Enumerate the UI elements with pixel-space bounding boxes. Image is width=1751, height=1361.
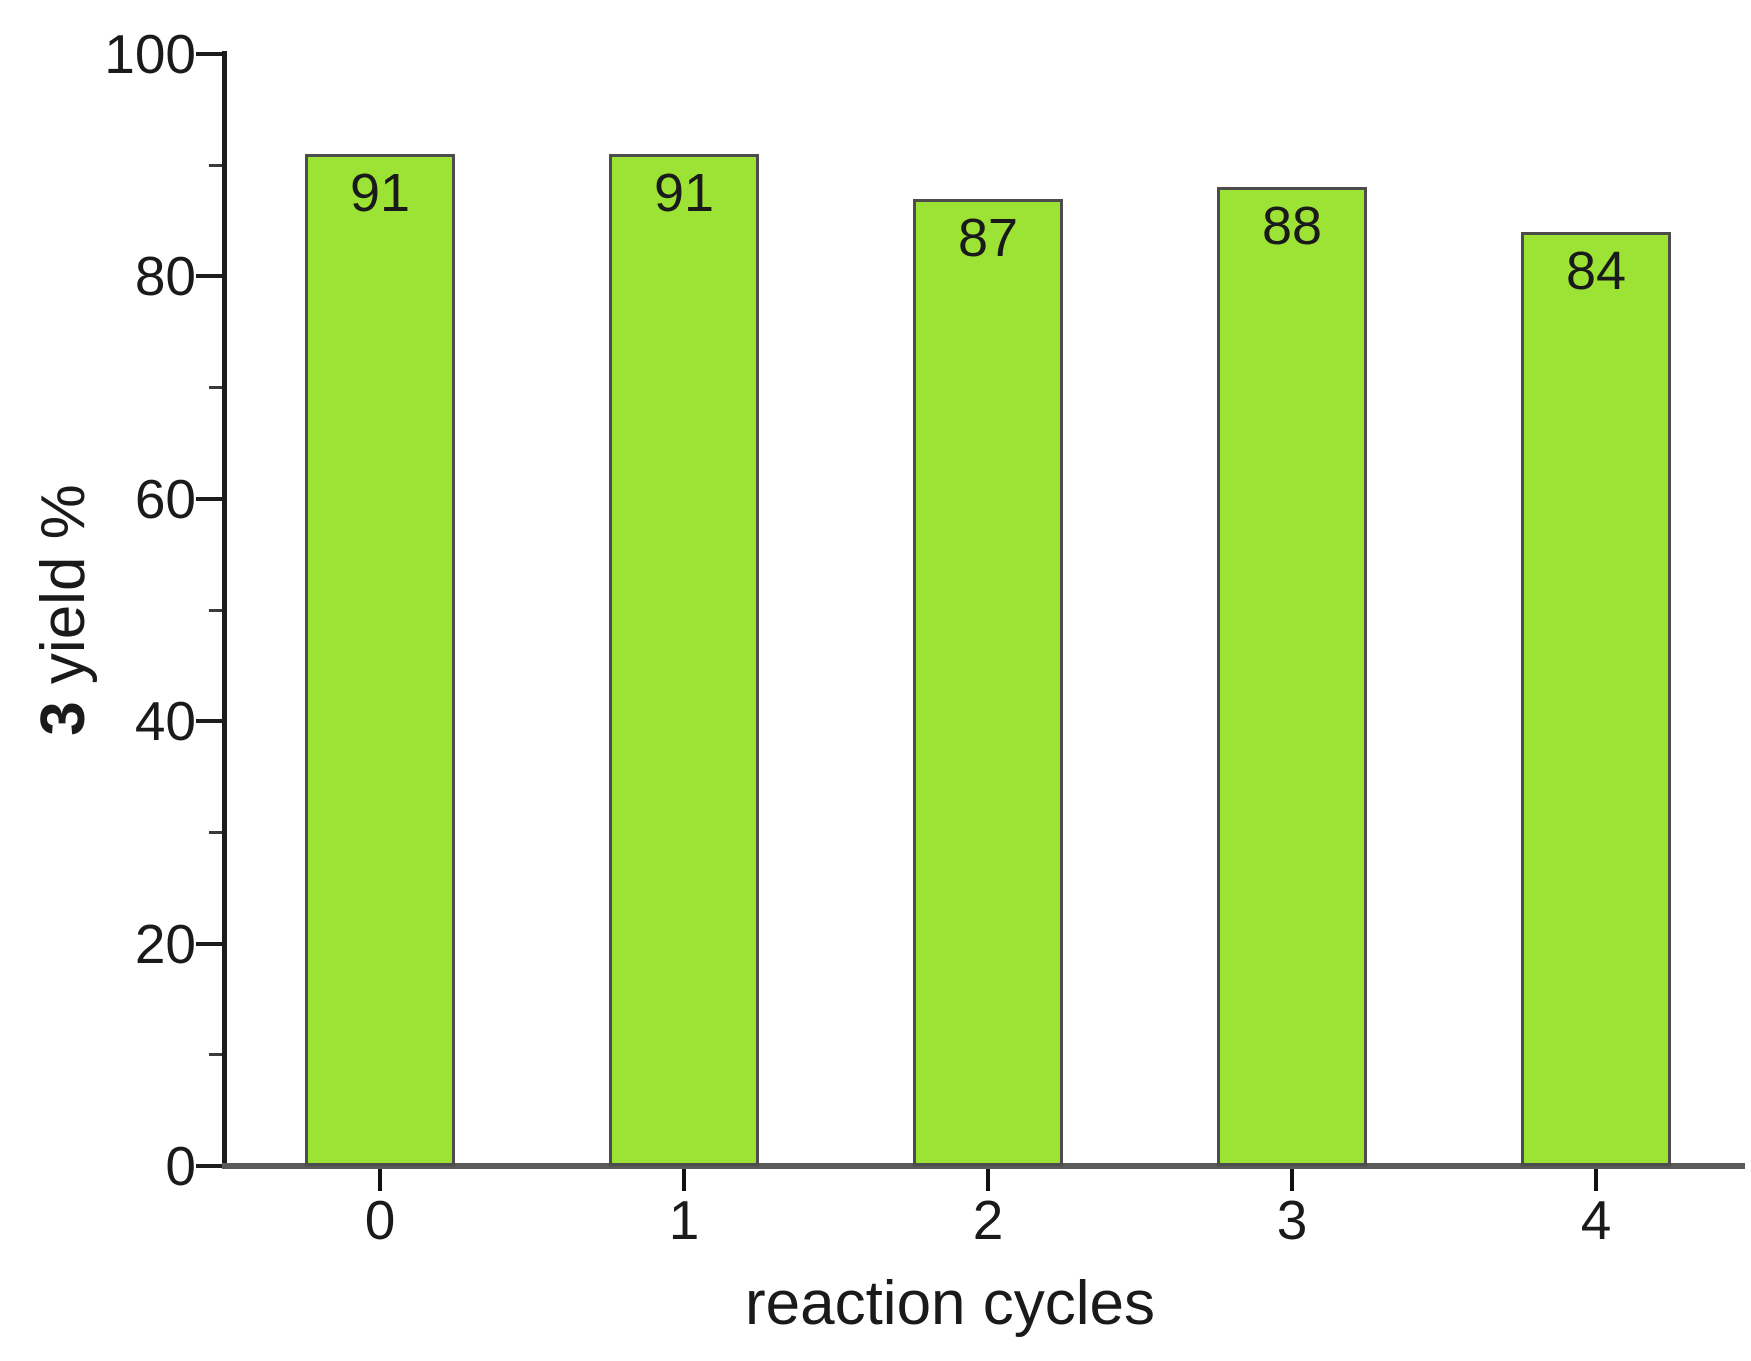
bar-value-label: 91 xyxy=(653,163,715,224)
y-tick-label: 40 xyxy=(134,690,196,753)
bar: 91 xyxy=(305,154,455,1166)
x-tick-label: 4 xyxy=(1580,1189,1612,1251)
y-tick-label: 80 xyxy=(134,245,196,308)
y-minor-tick xyxy=(209,1053,222,1057)
bar: 88 xyxy=(1217,187,1367,1166)
y-axis-title: 3 yield % xyxy=(29,484,98,736)
y-major-tick xyxy=(196,52,222,56)
x-tick-label: 1 xyxy=(668,1189,700,1251)
y-minor-tick xyxy=(209,608,222,612)
y-axis-title-regular-part: yield % xyxy=(29,484,98,702)
y-axis-title-bold-part: 3 xyxy=(29,701,98,736)
x-tick xyxy=(682,1169,686,1191)
x-tick-label: 2 xyxy=(972,1189,1004,1251)
y-minor-tick xyxy=(209,386,222,390)
bar-value-label: 88 xyxy=(1261,196,1323,257)
bar: 87 xyxy=(913,198,1063,1166)
y-major-tick xyxy=(196,274,222,279)
y-tick-label: 20 xyxy=(134,912,196,975)
x-tick xyxy=(986,1169,990,1191)
y-major-tick xyxy=(196,496,222,501)
y-major-tick xyxy=(196,941,222,946)
y-minor-tick xyxy=(209,163,222,167)
bar-value-label: 91 xyxy=(349,163,411,224)
bar-value-label: 84 xyxy=(1565,240,1627,301)
y-tick-label: 100 xyxy=(104,23,196,85)
x-axis xyxy=(222,1163,1745,1169)
y-major-tick xyxy=(196,1164,222,1168)
y-tick-label: 0 xyxy=(165,1135,196,1197)
y-axis xyxy=(222,51,227,1169)
x-tick-label: 0 xyxy=(364,1189,396,1251)
bar-value-label: 87 xyxy=(957,207,1019,268)
x-tick xyxy=(1290,1169,1294,1191)
x-tick xyxy=(1594,1169,1598,1191)
y-tick-label: 60 xyxy=(134,467,196,530)
bar: 84 xyxy=(1521,231,1671,1166)
bar: 91 xyxy=(609,154,759,1166)
x-tick-label: 3 xyxy=(1276,1189,1308,1251)
y-minor-tick xyxy=(209,830,222,834)
y-major-tick xyxy=(196,719,222,724)
x-tick xyxy=(378,1169,382,1191)
x-axis-title: reaction cycles xyxy=(744,1269,1156,1338)
